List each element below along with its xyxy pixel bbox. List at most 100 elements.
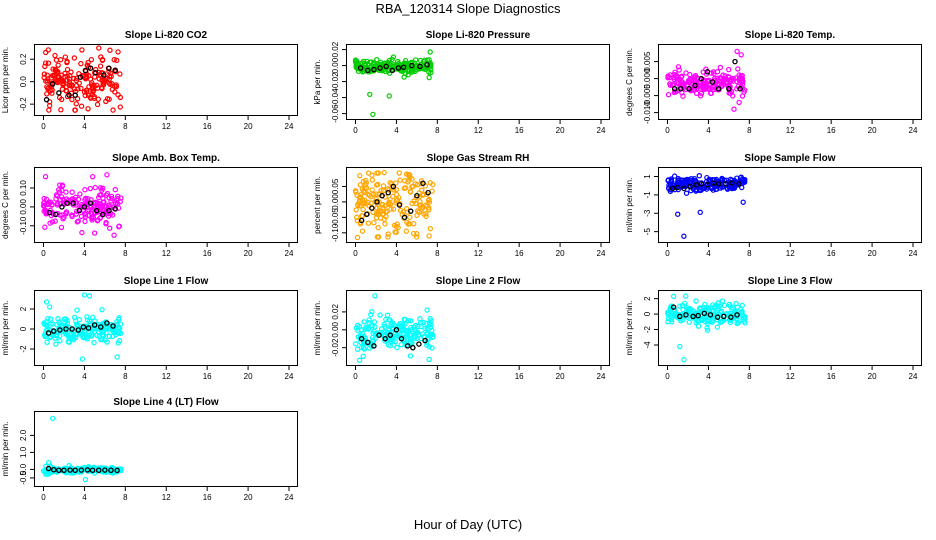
hourly-mean-point <box>49 81 56 87</box>
x-tick-label: 4 <box>394 126 399 135</box>
hourly-mean-point <box>56 90 62 96</box>
data-point <box>407 188 414 195</box>
data-point <box>115 324 122 330</box>
data-point <box>390 206 397 212</box>
data-point <box>82 92 88 99</box>
outlier-point <box>403 171 410 177</box>
chart-title: Slope Line 2 Flow <box>436 276 521 287</box>
hourly-mean-point <box>726 86 732 92</box>
data-point <box>79 47 85 53</box>
hourly-mean-point <box>357 65 364 71</box>
data-point <box>708 318 715 324</box>
x-tick-label: 4 <box>82 122 87 131</box>
hourly-mean-point <box>710 180 717 186</box>
data-point <box>375 170 381 176</box>
data-point <box>682 177 688 184</box>
data-point <box>87 185 93 192</box>
x-tick-label: 12 <box>162 493 171 502</box>
x-tick-label: 16 <box>827 372 836 381</box>
data-point <box>382 203 388 209</box>
hourly-mean-point <box>690 313 696 320</box>
data-point <box>407 353 414 359</box>
data-point <box>411 198 417 204</box>
data-point <box>69 96 75 103</box>
x-tick-label: 16 <box>203 249 212 258</box>
x-tick-label: 24 <box>909 249 918 258</box>
y-tick-label: 0.00 <box>331 321 340 337</box>
data-point <box>78 60 84 67</box>
x-tick-label: 8 <box>747 249 752 258</box>
data-point <box>734 320 740 327</box>
outlier-point <box>81 292 88 298</box>
x-tick-label: 8 <box>435 249 440 258</box>
data-point <box>96 69 102 76</box>
data-point <box>362 182 368 188</box>
data-point <box>48 84 55 90</box>
hourly-mean-point <box>677 313 683 320</box>
data-point <box>359 228 366 234</box>
data-point <box>106 333 113 340</box>
plot-frame <box>346 290 610 366</box>
data-point <box>394 221 400 227</box>
data-point <box>46 102 53 109</box>
outlier-point <box>738 52 744 58</box>
y-tick-label: -0.005 <box>643 84 652 107</box>
data-point <box>116 329 123 335</box>
data-point <box>112 186 118 193</box>
data-point <box>368 200 374 206</box>
hourly-mean-point <box>84 467 91 473</box>
data-point <box>383 316 389 323</box>
data-point <box>403 185 409 191</box>
chart-panel: Slope Line 4 (LT) Flow ml/min per min. -0.… <box>1 397 298 502</box>
data-point <box>85 106 91 112</box>
data-point <box>713 176 720 183</box>
data-point <box>101 320 107 326</box>
data-point <box>412 328 419 334</box>
hourly-mean-point <box>61 467 67 474</box>
data-point <box>417 316 423 322</box>
data-point <box>57 182 63 188</box>
data-point <box>676 67 682 73</box>
hourly-mean-point <box>377 65 383 71</box>
data-point <box>96 333 102 340</box>
hourly-mean-point <box>365 67 371 74</box>
data-point <box>117 104 123 110</box>
hourly-mean-point <box>112 206 118 212</box>
data-point <box>380 62 386 69</box>
plot-frame <box>658 290 922 366</box>
hourly-mean-point <box>681 185 687 192</box>
y-tick-label: -2 <box>643 325 652 333</box>
data-point <box>75 218 81 224</box>
data-point <box>702 86 708 92</box>
data-point <box>698 90 705 97</box>
data-point <box>687 71 693 78</box>
x-tick-label: 8 <box>747 372 752 381</box>
outlier-point <box>89 173 96 180</box>
hourly-mean-point <box>95 467 102 474</box>
data-point <box>82 218 88 225</box>
data-point <box>405 72 411 78</box>
hourly-mean-point <box>737 86 743 92</box>
data-point <box>55 187 62 193</box>
outlier-point <box>58 107 64 113</box>
chart-panel: Slope Sample Flow ml/min per min. -5 -3 -1 1 0… <box>625 153 922 258</box>
data-point <box>43 210 50 217</box>
data-point <box>97 192 103 198</box>
outlier-point <box>370 111 376 118</box>
y-tick-label: 0.02 <box>331 304 340 320</box>
outlier-point <box>681 233 687 239</box>
data-point <box>352 57 359 63</box>
hourly-mean-point <box>50 328 57 334</box>
data-point <box>360 206 366 213</box>
data-point <box>374 234 381 240</box>
data-point <box>375 224 381 231</box>
data-point <box>408 324 414 331</box>
hourly-mean-point <box>108 467 114 474</box>
chart-panel: Slope Amb. Box Temp. degrees C per min. -0… <box>1 153 298 258</box>
data-point <box>60 216 66 222</box>
data-point <box>667 81 673 87</box>
data-point <box>683 293 689 299</box>
data-point <box>420 319 426 326</box>
data-point <box>106 195 112 201</box>
